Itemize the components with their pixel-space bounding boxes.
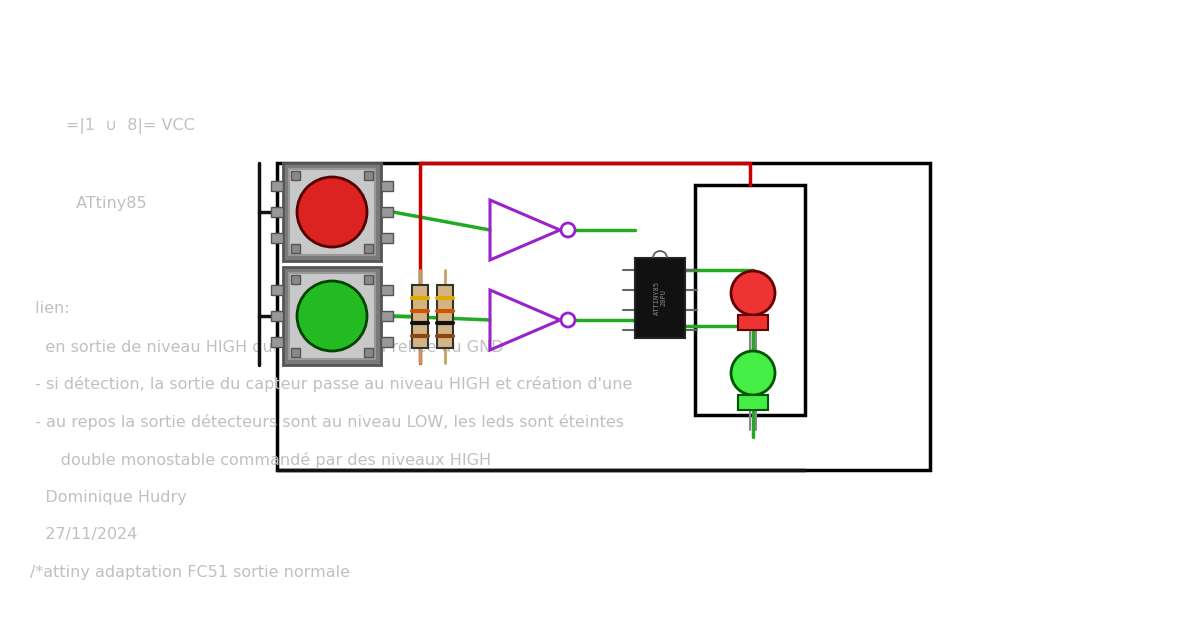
Text: lien:: lien:	[30, 301, 70, 316]
Bar	[289, 169, 374, 255]
Bar	[289, 273, 374, 359]
Bar	[437, 285, 454, 348]
Text: Dominique Hudry: Dominique Hudry	[30, 490, 187, 505]
Bar	[382, 311, 394, 321]
Bar	[382, 207, 394, 217]
Bar	[738, 395, 768, 410]
Text: double monostable commandé par des niveaux HIGH: double monostable commandé par des nivea…	[30, 452, 491, 468]
Bar	[382, 181, 394, 191]
Bar	[271, 207, 283, 217]
Bar	[283, 163, 382, 261]
Bar	[364, 275, 373, 284]
Bar	[382, 285, 394, 295]
Bar	[364, 171, 373, 180]
Circle shape	[562, 223, 575, 237]
Circle shape	[298, 177, 367, 247]
Bar	[382, 233, 394, 243]
Bar	[412, 285, 428, 348]
Bar	[283, 267, 382, 365]
Text: ATTINY85
20PU: ATTINY85 20PU	[654, 281, 666, 315]
Text: - au repos la sortie détecteurs sont au niveau LOW, les leds sont éteintes: - au repos la sortie détecteurs sont au …	[30, 414, 624, 430]
Bar	[382, 337, 394, 347]
Bar	[271, 181, 283, 191]
Text: 27/11/2024: 27/11/2024	[30, 527, 137, 542]
Bar	[292, 275, 300, 284]
Circle shape	[731, 351, 775, 395]
Text: =|1  ∪  8|= VCC: =|1 ∪ 8|= VCC	[30, 118, 194, 134]
Bar	[277, 163, 930, 470]
Bar	[271, 337, 283, 347]
Bar	[292, 244, 300, 253]
Circle shape	[298, 281, 367, 351]
Circle shape	[562, 313, 575, 327]
Bar	[292, 348, 300, 357]
Text: en sortie de niveau HIGH qui allume la led reliée au GND: en sortie de niveau HIGH qui allume la l…	[30, 339, 504, 355]
Bar	[271, 233, 283, 243]
Bar	[364, 348, 373, 357]
Bar	[271, 311, 283, 321]
Circle shape	[731, 271, 775, 315]
Bar	[738, 315, 768, 330]
Bar	[271, 285, 283, 295]
Bar	[364, 244, 373, 253]
Bar	[292, 171, 300, 180]
Text: /*attiny adaptation FC51 sortie normale: /*attiny adaptation FC51 sortie normale	[30, 565, 350, 580]
Bar	[695, 185, 805, 415]
Text: - si détection, la sortie du capteur passe au niveau HIGH et création d'une: - si détection, la sortie du capteur pas…	[30, 376, 632, 392]
Text: ATtiny85: ATtiny85	[30, 196, 146, 211]
Bar	[635, 258, 685, 338]
